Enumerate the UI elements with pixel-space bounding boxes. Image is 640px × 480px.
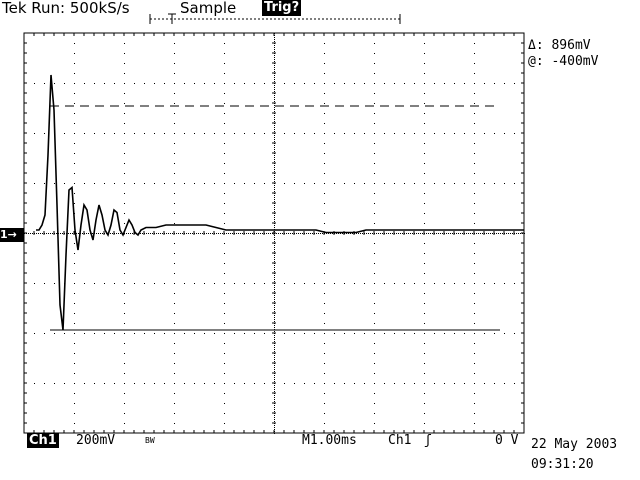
bandwidth-limit-indicator: BW [145,436,155,445]
record-position-bar [149,13,401,24]
cursor-delta-readout: Δ: 896mV [528,38,591,53]
acquisition-mode: Sample [180,0,237,17]
ch1-volts-per-div: 200mV [76,433,116,448]
cursor-position-readout: @: -400mV [528,54,599,69]
trigger-source-readout: Ch1 [388,433,412,448]
capture-time: 09:31:20 [531,457,594,472]
ch1-ground-marker[interactable]: 1→ [0,228,24,242]
trigger-status-badge: Trig? [262,0,302,16]
rising-edge-icon: ʃ [424,433,432,448]
timebase-readout: M1.00ms [302,433,357,448]
capture-date: 22 May 2003 [531,437,618,452]
graticule-grid [23,32,525,434]
trigger-level-readout: 0 V [495,433,519,448]
ch1-label-badge[interactable]: Ch1 [27,433,59,448]
ch1-waveform [36,74,524,331]
acquisition-status: Tek Run: 500kS/s [2,0,130,17]
